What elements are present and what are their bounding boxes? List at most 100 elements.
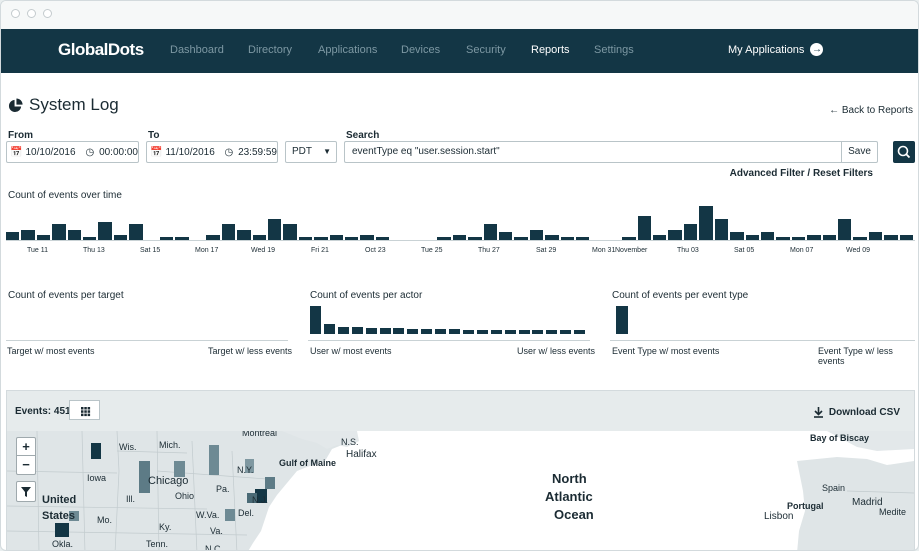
map-place-label: Tenn. (146, 539, 169, 549)
map-place-label: North (552, 471, 587, 486)
nav-devices[interactable]: Devices (401, 44, 441, 56)
timeline-bar (714, 219, 729, 240)
actor-chart-label: Count of events per actor (310, 290, 423, 301)
timeline-bar (98, 221, 112, 240)
brand-logo[interactable]: GlobalDots (58, 40, 144, 59)
map-filter-button[interactable] (16, 481, 36, 502)
timeline-bar (298, 237, 313, 240)
nav-dashboard[interactable]: Dashboard (170, 44, 224, 56)
map-background (7, 431, 914, 550)
actor-bar (462, 330, 474, 334)
actor-bar (546, 330, 558, 334)
map-place-label: N.J. (252, 495, 269, 505)
search-icon (897, 145, 911, 159)
event-type-bar (616, 306, 628, 334)
actor-bar (421, 329, 433, 334)
timeline-bar (221, 224, 236, 240)
nav-security[interactable]: Security (466, 44, 506, 56)
top-navigation: GlobalDots Dashboard Directory Applicati… (1, 29, 918, 73)
timeline-bar (329, 234, 343, 240)
timeline-bar (822, 234, 836, 240)
search-input[interactable]: eventType eq "user.session.start" (344, 141, 842, 163)
actor-bar (490, 330, 502, 334)
map-place-label: Medite (879, 507, 907, 517)
map-place-label: Portugal (787, 501, 824, 511)
minimize-window-control[interactable] (27, 9, 36, 18)
timeline-bar (637, 216, 652, 240)
actor-most-caption: User w/ most events (310, 346, 392, 356)
timeline-tick-label: Wed 19 (251, 247, 275, 254)
my-applications-label: My Applications (728, 43, 805, 56)
zoom-out-button[interactable]: − (22, 457, 30, 472)
actor-bar (504, 330, 516, 334)
timeline-bar (52, 224, 66, 240)
map-heat-cell (247, 493, 257, 503)
timeline-bar (468, 237, 482, 240)
search-button[interactable] (893, 141, 915, 163)
my-applications-link[interactable]: My Applications → (728, 43, 824, 56)
map-place-label: Halifax (346, 449, 377, 460)
timeline-tick-label: Wed 09 (846, 247, 870, 254)
timeline-bar (267, 219, 282, 240)
download-csv-button[interactable]: Download CSV (813, 406, 900, 418)
timeline-chart-label: Count of events over time (8, 190, 122, 201)
timeline-bar (6, 232, 20, 240)
map-place-label: W.Va. (196, 510, 220, 520)
map-heat-cell (255, 489, 267, 503)
map-heat-cell (91, 443, 101, 459)
timeline-tick-label: Mon 17 (195, 247, 219, 254)
clock-icon: ◷ (224, 146, 234, 158)
map-place-label: N.Y. (237, 465, 254, 475)
zoom-in-button[interactable]: + (17, 438, 35, 456)
map-heat-cell (139, 461, 150, 493)
nav-reports[interactable]: Reports (531, 44, 570, 56)
map-place-label: N.S. (341, 437, 359, 447)
map-place-label: Ohio (175, 491, 195, 501)
events-map[interactable]: Montreal N.S. Halifax Gulf of Maine Wis. Mich… (7, 431, 914, 551)
map-place-label: Ky. (159, 522, 172, 532)
map-heat-cell (265, 477, 275, 489)
close-window-control[interactable] (11, 9, 20, 18)
actor-bar (379, 328, 391, 334)
timeline-bar (868, 232, 883, 240)
map-place-label: Atlantic (545, 489, 593, 504)
maximize-window-control[interactable] (43, 9, 52, 18)
save-button[interactable]: Save (841, 141, 878, 163)
actor-bar (323, 323, 335, 334)
chevron-down-icon: ▼ (323, 147, 331, 156)
page-title: System Log (8, 95, 119, 115)
map-place-label: Ocean (554, 507, 594, 522)
timeline-bar (67, 229, 82, 240)
actor-bar (449, 329, 460, 334)
timezone-value: PDT (292, 146, 312, 157)
timeline-bar (129, 224, 143, 240)
map-place-label: Pa. (216, 484, 230, 494)
to-datetime-field[interactable]: 📅 11/10/2016 ◷ 23:59:59 (146, 141, 278, 163)
actor-bar (407, 329, 419, 334)
map-place-label: States (42, 510, 76, 522)
timeline-bar (699, 206, 713, 240)
nav-settings[interactable]: Settings (594, 44, 634, 56)
events-header: Events: 451 (7, 391, 914, 550)
nav-directory[interactable]: Directory (248, 44, 293, 56)
map-place-label: N.C. (205, 544, 223, 551)
from-date-value[interactable]: 10/10/2016 (25, 146, 76, 158)
grid-view-toggle[interactable] (69, 400, 100, 420)
to-date-value[interactable]: 11/10/2016 (165, 146, 215, 158)
from-datetime-field[interactable]: 📅 10/10/2016 ◷ 00:00:00 (6, 141, 139, 163)
timezone-select[interactable]: PDT ▼ (285, 141, 337, 163)
actor-less-caption: User w/ less events (517, 346, 596, 356)
grid-icon (81, 407, 91, 417)
map-place-label: Chicago (148, 475, 189, 487)
timeline-tick-label: November (615, 247, 648, 254)
back-to-reports-link[interactable]: ← Back to Reports (829, 105, 913, 116)
timeline-bar (884, 234, 898, 240)
map-place-label: Montreal (242, 431, 278, 438)
to-time-value[interactable]: 23:59:59 (238, 146, 277, 158)
advanced-filter-link[interactable]: Advanced Filter / Reset Filters (729, 168, 873, 179)
timeline-bar (853, 237, 867, 240)
from-time-value[interactable]: 00:00:00 (99, 146, 138, 158)
target-less-caption: Target w/ less events (208, 346, 293, 356)
nav-applications[interactable]: Applications (318, 44, 378, 56)
map-heat-cell (55, 523, 69, 537)
